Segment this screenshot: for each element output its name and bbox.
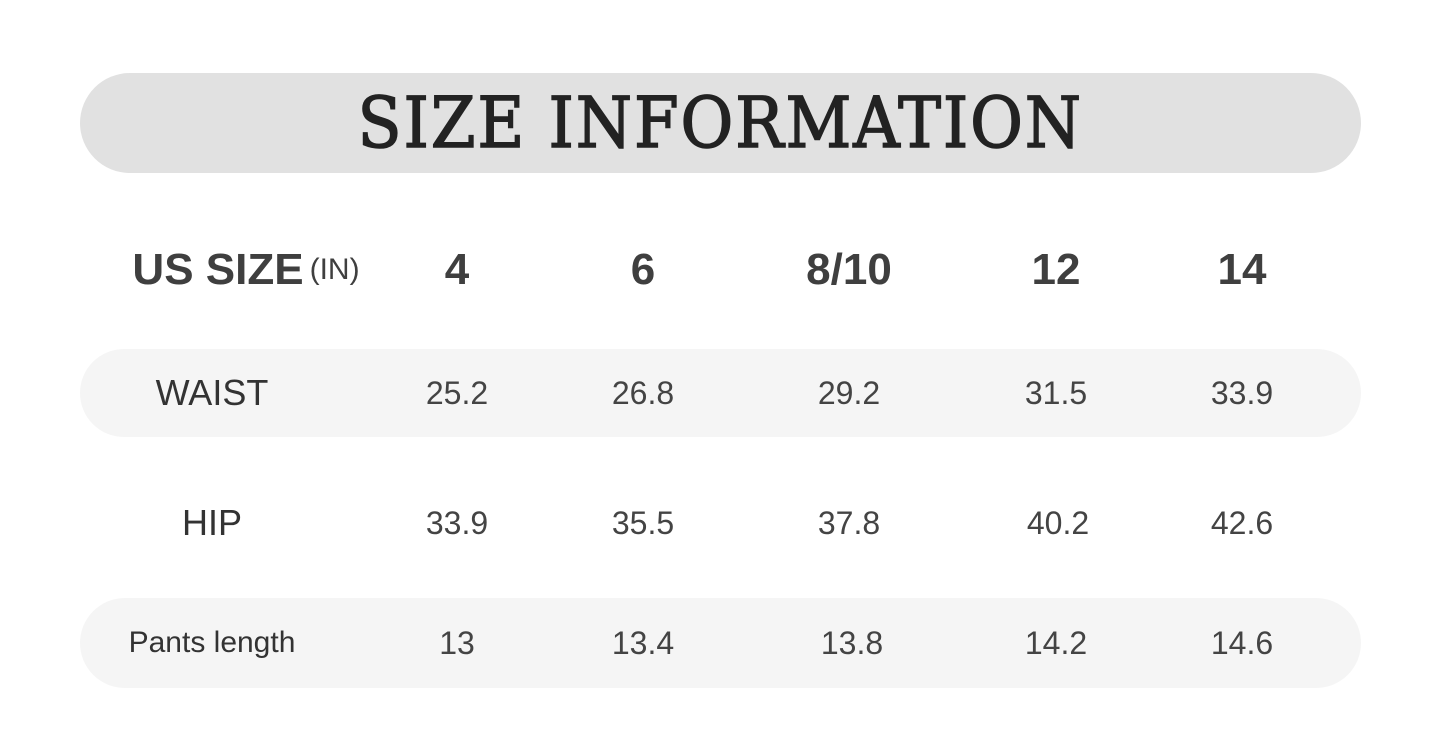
table-row-pants-length: Pants length 13 13.4 13.8 14.2 14.6 bbox=[80, 598, 1361, 688]
table-cell: 35.5 bbox=[611, 504, 675, 541]
table-cell: 13.8 bbox=[820, 624, 884, 661]
table-cell: 31.5 bbox=[1024, 374, 1088, 411]
unit-label: (IN) bbox=[309, 253, 360, 286]
table-cell: 40.2 bbox=[1026, 504, 1090, 541]
page-title: SIZE INFORMATION bbox=[357, 81, 1084, 165]
table-cell: 14.2 bbox=[1024, 624, 1088, 661]
size-header: 12 bbox=[1031, 245, 1081, 294]
table-cell: 25.2 bbox=[425, 374, 489, 411]
header-label: US SIZE (IN) bbox=[132, 225, 359, 315]
table-cell: 26.8 bbox=[611, 374, 675, 411]
table-cell: 33.9 bbox=[425, 504, 489, 541]
table-cell: 29.2 bbox=[817, 374, 881, 411]
table-row-hip: HIP 33.9 35.5 37.8 40.2 42.6 bbox=[80, 478, 1361, 568]
size-header: 4 bbox=[444, 245, 470, 294]
table-cell: 13 bbox=[439, 624, 475, 661]
title-banner: SIZE INFORMATION bbox=[80, 73, 1361, 173]
row-label: WAIST bbox=[155, 372, 269, 413]
size-header: 14 bbox=[1217, 245, 1267, 294]
table-cell: 14.6 bbox=[1210, 624, 1274, 661]
row-label: HIP bbox=[181, 502, 243, 543]
size-header: 6 bbox=[630, 245, 656, 294]
table-cell: 42.6 bbox=[1210, 504, 1274, 541]
table-cell: 13.4 bbox=[611, 624, 675, 661]
row-label: Pants length bbox=[128, 626, 296, 659]
size-header: 8/10 bbox=[806, 245, 892, 294]
us-size-label: US SIZE bbox=[132, 245, 304, 294]
header-row: US SIZE (IN) 4 6 8/10 12 14 bbox=[80, 225, 1361, 315]
table-row-waist: WAIST 25.2 26.8 29.2 31.5 33.9 bbox=[80, 349, 1361, 437]
table-cell: 33.9 bbox=[1210, 374, 1274, 411]
table-cell: 37.8 bbox=[817, 504, 881, 541]
